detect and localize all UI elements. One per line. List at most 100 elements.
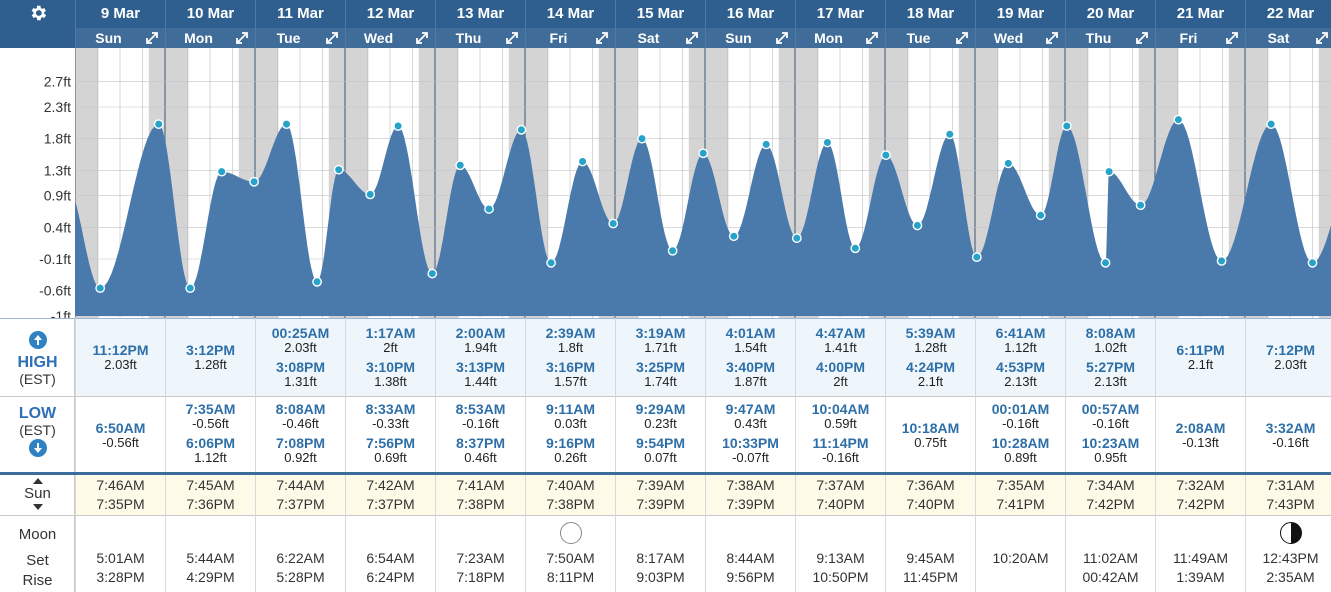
settings-button[interactable] xyxy=(0,0,75,26)
tide-extreme-point[interactable] xyxy=(546,257,556,268)
day-header-button[interactable]: Sun xyxy=(706,28,795,48)
day-header-button[interactable]: Sun xyxy=(76,28,165,48)
tide-extreme-point[interactable] xyxy=(1104,166,1115,177)
moon-time-rise: 6:24PM xyxy=(366,569,415,585)
tide-extreme-point[interactable] xyxy=(881,150,891,161)
sunset-time: 7:37PM xyxy=(276,496,325,512)
sunrise-time: 7:32AM xyxy=(1176,477,1225,493)
tide-extreme-point[interactable] xyxy=(455,160,466,171)
day-header-button[interactable]: Sat xyxy=(616,28,705,48)
day-header-button[interactable]: Mon xyxy=(166,28,255,48)
tide-extreme-point[interactable] xyxy=(393,121,403,131)
tide-extreme-point[interactable] xyxy=(484,204,494,214)
tide-extreme-point[interactable] xyxy=(761,139,772,150)
day-column-6: 15 Mar Sat xyxy=(615,0,705,48)
high-tide-time: 4:47AM xyxy=(815,325,866,341)
day-header-button[interactable]: Wed xyxy=(976,28,1065,48)
tide-extreme-point[interactable] xyxy=(249,176,260,187)
day-header-button[interactable]: Sat xyxy=(1246,28,1331,48)
tide-extreme-point[interactable] xyxy=(728,231,739,242)
tide-extreme-point[interactable] xyxy=(1035,210,1046,221)
y-tick-label: 0.9ft xyxy=(44,188,71,204)
day-of-week: Fri xyxy=(1179,30,1198,46)
moon-time-rise: 7:18PM xyxy=(456,569,505,585)
high-tide-time: 3:16PM xyxy=(545,359,596,375)
tide-extreme-point[interactable] xyxy=(1307,257,1318,268)
y-tick-label: 1.3ft xyxy=(44,162,71,178)
expand-icon xyxy=(1046,32,1058,44)
tide-extreme-point[interactable] xyxy=(608,218,619,229)
day-header-button[interactable]: Thu xyxy=(436,28,525,48)
tide-extreme-point[interactable] xyxy=(185,283,196,294)
high-tide-height: 1.94ft xyxy=(464,340,497,355)
tide-extreme-point[interactable] xyxy=(427,268,438,279)
tide-extreme-point[interactable] xyxy=(216,166,227,177)
high-tide-cell: 2:00AM 1.94ft 3:13PM 1.44ft xyxy=(435,318,525,396)
high-tide-entry: 5:39AM 1.28ft xyxy=(886,326,975,355)
day-column-7: 16 Mar Sun xyxy=(705,0,795,48)
moon-time-rise: 9:56PM xyxy=(726,569,775,585)
moon-time-rise: 9:03PM xyxy=(636,569,685,585)
sun-cell: 7:46AM 7:35PM xyxy=(75,475,165,515)
tide-extreme-point[interactable] xyxy=(577,156,588,167)
low-tide-height: 0.43ft xyxy=(734,416,767,431)
tide-extreme-point[interactable] xyxy=(153,119,164,130)
tide-extreme-point[interactable] xyxy=(312,276,322,287)
low-tide-entry: 9:54PM 0.07ft xyxy=(616,436,705,465)
tide-extreme-point[interactable] xyxy=(516,124,527,135)
day-header-button[interactable]: Fri xyxy=(1156,28,1245,48)
sun-label: Sun xyxy=(24,485,51,502)
tide-extreme-point[interactable] xyxy=(637,133,647,144)
sun-label-block: Sun xyxy=(0,478,75,510)
day-of-week: Tue xyxy=(276,30,301,46)
tide-extreme-point[interactable] xyxy=(1216,255,1227,266)
sun-cell: 7:37AM 7:40PM xyxy=(795,475,885,515)
moon-time-rise: 4:29PM xyxy=(186,569,235,585)
sunset-time: 7:43PM xyxy=(1266,496,1315,512)
tide-extreme-point[interactable] xyxy=(95,283,106,294)
day-of-week: Sun xyxy=(725,30,752,46)
tide-extreme-point[interactable] xyxy=(1266,119,1277,130)
high-tide-entry: 4:24PM 2.1ft xyxy=(886,360,975,389)
high-tide-height: 2ft xyxy=(833,374,848,389)
day-header-button[interactable]: Mon xyxy=(796,28,885,48)
tide-extreme-point[interactable] xyxy=(1100,257,1111,268)
high-tide-entry: 3:19AM 1.71ft xyxy=(616,326,705,355)
low-tide-height: 0.03ft xyxy=(554,416,587,431)
day-header-button[interactable]: Wed xyxy=(346,28,435,48)
high-tide-time: 4:01AM xyxy=(725,325,776,341)
high-tide-time: 3:12PM xyxy=(185,342,236,358)
expand-icon xyxy=(146,32,158,44)
day-header-button[interactable]: Fri xyxy=(526,28,615,48)
sun-up-arrow-icon xyxy=(32,478,43,484)
day-header-button[interactable]: Thu xyxy=(1066,28,1155,48)
low-tide-entry: 6:06PM 1.12ft xyxy=(166,436,255,465)
tide-extreme-point[interactable] xyxy=(791,233,802,244)
tide-extreme-point[interactable] xyxy=(1173,114,1184,125)
low-tide-time: 10:28AM xyxy=(991,435,1050,451)
low-tide-cell: 9:47AM 0.43ft 10:33PM -0.07ft xyxy=(705,396,795,472)
high-tide-time: 2:39AM xyxy=(545,325,596,341)
tide-extreme-point[interactable] xyxy=(944,129,955,140)
day-header-button[interactable]: Tue xyxy=(886,28,975,48)
tide-extreme-point[interactable] xyxy=(365,189,376,200)
low-tide-height: 0.89ft xyxy=(1004,450,1037,465)
tide-extreme-point[interactable] xyxy=(822,137,833,148)
tide-extreme-point[interactable] xyxy=(281,119,292,130)
tide-extreme-point[interactable] xyxy=(1003,158,1014,169)
tide-extreme-point[interactable] xyxy=(698,148,709,159)
sunset-time: 7:35PM xyxy=(96,496,145,512)
low-tide-time: 8:53AM xyxy=(455,401,506,417)
day-header-button[interactable]: Tue xyxy=(256,28,345,48)
high-tide-time: 3:08PM xyxy=(275,359,326,375)
tide-extreme-point[interactable] xyxy=(1061,121,1072,131)
tide-extreme-point[interactable] xyxy=(971,252,982,263)
high-tide-height: 2ft xyxy=(383,340,398,355)
tide-extreme-point[interactable] xyxy=(667,245,678,256)
sunrise-time: 7:37AM xyxy=(816,477,865,493)
tide-extreme-point[interactable] xyxy=(333,164,344,175)
tide-extreme-point[interactable] xyxy=(850,243,861,254)
tide-extreme-point[interactable] xyxy=(912,220,923,231)
low-tide-height: -0.33ft xyxy=(372,416,409,431)
tide-extreme-point[interactable] xyxy=(1135,200,1146,211)
